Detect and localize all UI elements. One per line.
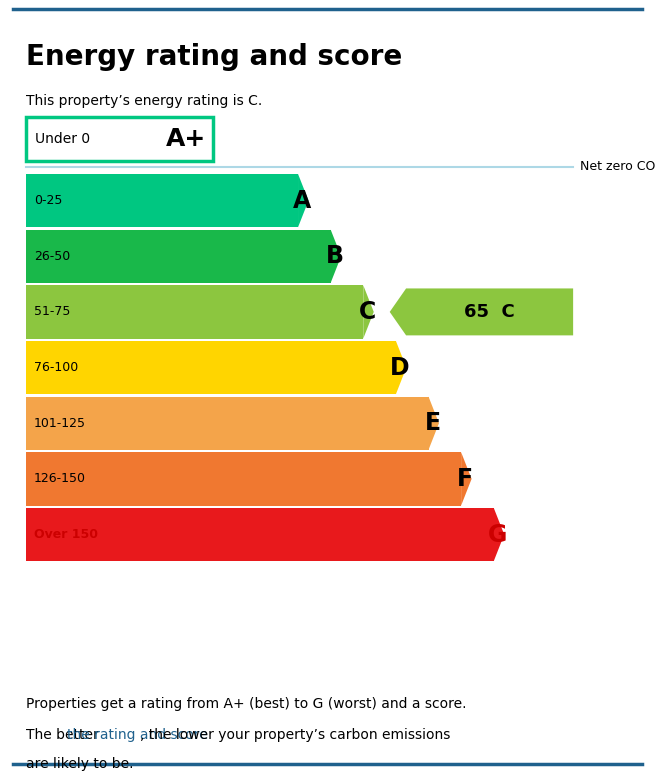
Text: 26-50: 26-50 — [34, 250, 70, 263]
Text: The better: The better — [26, 728, 103, 742]
Text: Over 150: Over 150 — [34, 528, 98, 541]
Bar — [26, 174, 298, 227]
Text: are likely to be.: are likely to be. — [26, 757, 134, 771]
Text: G: G — [488, 523, 508, 547]
Text: Under 0: Under 0 — [35, 131, 90, 146]
Bar — [26, 452, 461, 506]
Polygon shape — [494, 508, 504, 561]
Text: Energy rating and score: Energy rating and score — [26, 43, 402, 70]
Text: This property’s energy rating is C.: This property’s energy rating is C. — [26, 94, 263, 108]
Text: F: F — [457, 467, 474, 491]
Polygon shape — [390, 288, 573, 335]
Text: the rating and score: the rating and score — [67, 728, 207, 742]
Text: A+: A+ — [166, 127, 206, 151]
Polygon shape — [461, 452, 472, 506]
Polygon shape — [396, 341, 406, 394]
Bar — [26, 341, 396, 394]
Text: 0-25: 0-25 — [34, 194, 62, 207]
Text: 51-75: 51-75 — [34, 305, 71, 318]
Polygon shape — [364, 285, 374, 339]
Text: C: C — [359, 300, 376, 324]
Text: B: B — [326, 244, 344, 268]
Bar — [26, 397, 428, 450]
Polygon shape — [428, 397, 439, 450]
Bar — [26, 285, 364, 339]
Text: 76-100: 76-100 — [34, 361, 79, 374]
Text: , the lower your property’s carbon emissions: , the lower your property’s carbon emiss… — [140, 728, 450, 742]
Polygon shape — [331, 230, 341, 283]
Bar — [26, 508, 494, 561]
Text: A: A — [293, 189, 311, 213]
Text: D: D — [390, 356, 410, 380]
Text: 126-150: 126-150 — [34, 472, 86, 485]
FancyBboxPatch shape — [26, 117, 213, 161]
Bar — [26, 230, 331, 283]
Polygon shape — [298, 174, 309, 227]
Text: E: E — [424, 411, 441, 435]
Text: 65  C: 65 C — [464, 303, 515, 321]
Text: Properties get a rating from A+ (best) to G (worst) and a score.: Properties get a rating from A+ (best) t… — [26, 697, 467, 711]
Text: Net zero CO2: Net zero CO2 — [580, 161, 655, 173]
Text: 101-125: 101-125 — [34, 417, 86, 430]
